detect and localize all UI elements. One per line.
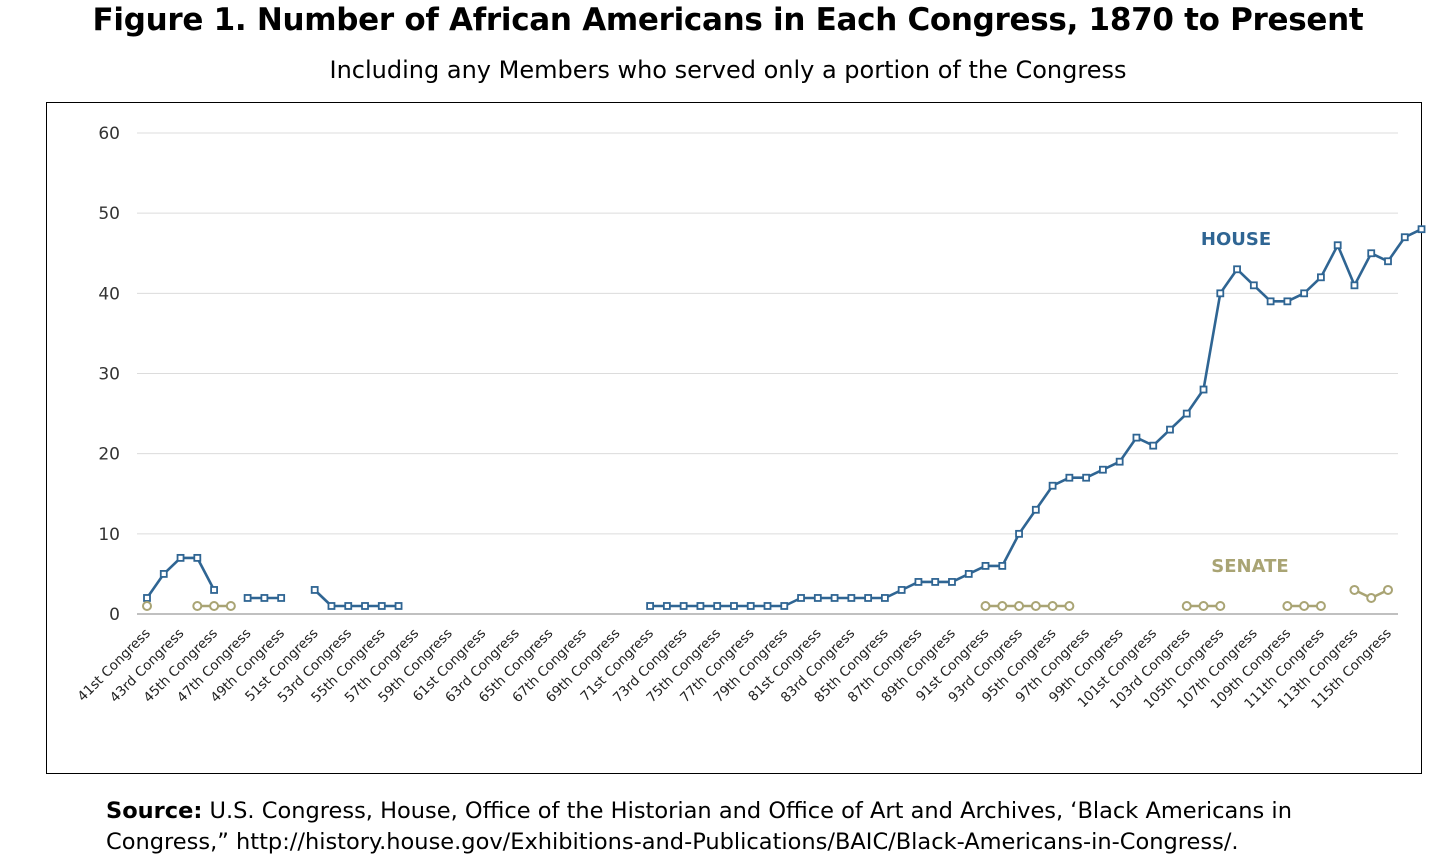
house-point <box>679 602 688 610</box>
house-point <box>1149 441 1158 450</box>
house-line <box>313 589 399 608</box>
house-point <box>1099 465 1107 474</box>
chart-subtitle: Including any Members who served only a … <box>329 56 1127 84</box>
senate-point <box>225 600 236 611</box>
senate-point <box>1047 600 1058 611</box>
source-text: U.S. Congress, House, Office of the Hist… <box>106 798 1292 855</box>
y-tick-label: 20 <box>98 445 120 465</box>
house-point <box>797 594 805 602</box>
senate-point <box>1030 600 1041 611</box>
y-tick-label: 40 <box>98 284 120 304</box>
house-point <box>159 570 168 578</box>
house-point <box>361 602 369 610</box>
senate-point <box>1349 584 1360 595</box>
source-label: Source: <box>106 798 203 824</box>
house-point <box>1367 249 1376 258</box>
house-point <box>1249 281 1258 290</box>
house-point <box>327 602 336 610</box>
house-point <box>243 594 252 602</box>
house-point <box>931 578 940 586</box>
house-point <box>948 578 956 586</box>
house-point <box>1283 297 1292 306</box>
chart-title: Figure 1. Number of African Americans in… <box>92 2 1364 38</box>
house-point <box>310 586 319 594</box>
house-point <box>1199 385 1208 394</box>
source-note: Source: U.S. Congress, House, Office of … <box>106 796 1406 858</box>
house-point <box>1216 289 1225 298</box>
senate-point <box>1215 600 1226 611</box>
house-point <box>344 602 353 610</box>
house-point <box>696 602 705 610</box>
senate-point <box>192 600 203 611</box>
house-point <box>1115 457 1124 466</box>
house-line <box>650 228 1423 608</box>
house-point <box>1417 225 1426 234</box>
senate-point <box>997 600 1008 611</box>
house-point <box>176 553 185 562</box>
house-point <box>210 586 218 594</box>
house-series-label: HOUSE <box>1201 229 1271 250</box>
house-point <box>1082 473 1091 482</box>
senate-point <box>1198 600 1209 611</box>
house-point <box>1031 505 1040 514</box>
house-point <box>1317 273 1325 282</box>
senate-point <box>1383 584 1393 595</box>
house-point <box>864 594 873 602</box>
y-tick-label: 60 <box>98 124 120 144</box>
house-point <box>662 602 671 610</box>
house-point <box>897 586 906 594</box>
senate-point <box>1064 600 1075 611</box>
house-point <box>998 562 1007 570</box>
house-point <box>847 594 856 602</box>
senate-point <box>1315 600 1326 611</box>
house-point <box>1300 289 1309 298</box>
house-point <box>713 602 722 610</box>
house-point <box>1400 233 1409 242</box>
house-point <box>1333 241 1342 250</box>
house-point <box>143 594 151 602</box>
house-point <box>880 594 889 602</box>
house-point <box>1166 425 1174 434</box>
senate-point <box>1282 600 1293 611</box>
senate-point <box>209 600 220 611</box>
house-point <box>746 602 755 610</box>
house-point <box>1266 297 1275 306</box>
house-point <box>964 570 973 578</box>
house-point <box>394 602 403 610</box>
house-point <box>260 594 269 602</box>
senate-point <box>1181 600 1192 611</box>
house-point <box>1233 265 1241 274</box>
house-point <box>813 594 822 602</box>
house-point <box>1132 433 1141 442</box>
y-tick-label: 30 <box>98 365 120 385</box>
senate-point <box>1299 600 1310 611</box>
house-point <box>646 602 655 610</box>
house-point <box>1384 257 1392 266</box>
house-point <box>914 578 923 586</box>
house-point <box>780 602 789 610</box>
senate-series-label: SENATE <box>1211 556 1288 577</box>
house-point <box>1015 529 1023 538</box>
house-point <box>763 602 772 610</box>
house-point <box>1048 481 1057 490</box>
house-point <box>193 553 202 562</box>
y-tick-label: 10 <box>98 525 120 545</box>
house-point <box>730 602 738 610</box>
y-tick-label: 50 <box>98 204 120 224</box>
senate-point <box>980 600 991 611</box>
house-point <box>1182 409 1191 418</box>
plot-frame <box>46 102 1422 774</box>
senate-point <box>1366 592 1377 603</box>
house-point <box>377 602 386 610</box>
senate-point <box>142 600 152 611</box>
house-point <box>1065 473 1074 482</box>
house-point <box>1350 281 1359 290</box>
y-tick-label: 0 <box>109 605 120 625</box>
house-point <box>830 594 839 602</box>
house-point <box>981 562 990 570</box>
house-point <box>277 594 286 602</box>
house-line <box>145 556 216 599</box>
senate-point <box>1014 600 1025 611</box>
